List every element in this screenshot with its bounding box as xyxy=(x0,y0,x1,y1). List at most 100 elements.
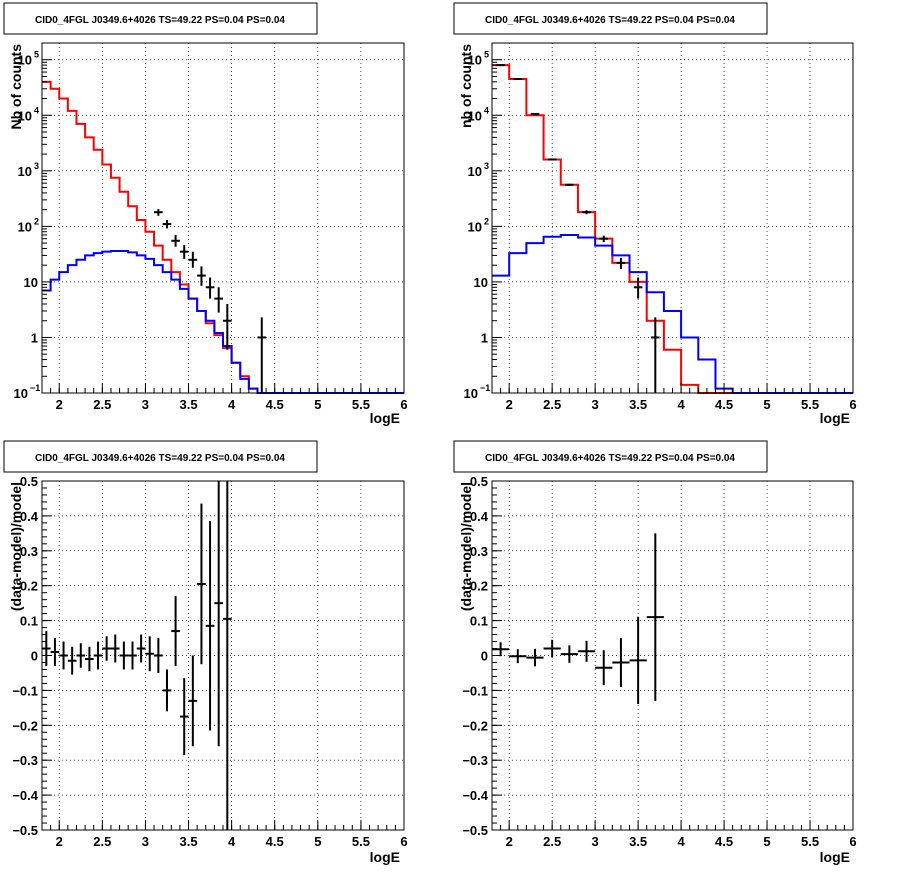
x-tick-label: 2.5 xyxy=(543,834,561,849)
x-tick-label: 4 xyxy=(677,834,685,849)
x-tick-label: 6 xyxy=(400,397,407,412)
y-tick-label: 10 xyxy=(474,275,488,290)
y-tick-label: 10 xyxy=(18,164,32,179)
x-tick-label: 2 xyxy=(56,397,63,412)
y-tick-label: −0.2 xyxy=(462,718,488,733)
plot-frame xyxy=(491,480,854,831)
y-tick-exponent: 4 xyxy=(34,105,39,115)
y-tick-label: 10 xyxy=(24,275,38,290)
x-tick-label: 3.5 xyxy=(629,834,647,849)
panel-title: CID0_4FGL J0349.6+4026 TS=49.22 PS=0.04 … xyxy=(35,15,285,26)
plot-frame xyxy=(491,42,854,394)
y-tick-label: 10 xyxy=(468,164,482,179)
y-tick-label: 0.2 xyxy=(470,579,488,594)
grid xyxy=(492,481,853,830)
y-tick-label: 0 xyxy=(31,649,38,664)
y-tick-exponent: 2 xyxy=(484,216,489,226)
plot-frame xyxy=(41,42,405,394)
y-tick-exponent: −1 xyxy=(480,383,490,393)
x-tick-label: 2.5 xyxy=(543,397,561,412)
y-tick-label: 0 xyxy=(481,649,488,664)
x-tick-label: 5 xyxy=(314,834,321,849)
x-tick-label: 4.5 xyxy=(266,834,284,849)
y-tick-label: −0.4 xyxy=(462,788,488,803)
x-tick-label: 6 xyxy=(400,834,407,849)
y-tick-label: 1 xyxy=(481,330,488,345)
plot-area xyxy=(492,64,853,394)
y-tick-label: 0.4 xyxy=(470,509,489,524)
y-axis-label: nb of counts xyxy=(458,44,474,128)
y-tick-label: 0.1 xyxy=(20,614,38,629)
y-tick-exponent: 3 xyxy=(484,161,489,171)
x-tick-label: 3 xyxy=(592,397,599,412)
y-tick-label: 0.3 xyxy=(470,544,488,559)
x-tick-label: 5 xyxy=(763,397,770,412)
title-box xyxy=(3,440,318,473)
y-tick-label: 10 xyxy=(18,219,32,234)
x-tick-label: 4 xyxy=(677,397,685,412)
y-tick-label: 10 xyxy=(464,386,478,401)
x-tick-label: 3.5 xyxy=(179,397,197,412)
plot-frame xyxy=(41,480,405,831)
x-tick-label: 5.5 xyxy=(801,397,819,412)
y-tick-label: −0.3 xyxy=(12,753,38,768)
y-tick-label: 0.5 xyxy=(20,474,38,489)
y-tick-exponent: 2 xyxy=(34,216,39,226)
panel-title: CID0_4FGL J0349.6+4026 TS=49.22 PS=0.04 … xyxy=(35,453,285,464)
y-tick-label: 0.3 xyxy=(20,544,38,559)
y-tick-exponent: 4 xyxy=(484,105,489,115)
y-axis-label: (data-model)/model xyxy=(458,482,474,611)
y-tick-label: 10 xyxy=(18,53,32,68)
panel-bottom-right: CID0_4FGL J0349.6+4026 TS=49.22 PS=0.04 … xyxy=(453,440,857,865)
x-axis-label: logE xyxy=(370,410,400,426)
x-tick-label: 3 xyxy=(592,834,599,849)
x-axis-label: logE xyxy=(820,410,850,426)
blue-histogram-line xyxy=(42,250,404,394)
grid xyxy=(492,43,853,393)
x-axis-label: logE xyxy=(820,849,850,865)
x-tick-label: 2 xyxy=(506,397,513,412)
y-tick-exponent: 5 xyxy=(484,50,489,60)
x-tick-label: 6 xyxy=(849,397,856,412)
panel-title: CID0_4FGL J0349.6+4026 TS=49.22 PS=0.04 … xyxy=(485,453,735,464)
panel-bottom-left: CID0_4FGL J0349.6+4026 TS=49.22 PS=0.04 … xyxy=(3,440,408,865)
y-tick-label: 0.2 xyxy=(20,579,38,594)
y-tick-label: 1 xyxy=(31,330,38,345)
x-tick-label: 5.5 xyxy=(801,834,819,849)
x-tick-label: 5.5 xyxy=(352,397,370,412)
y-tick-label: 0.1 xyxy=(470,614,488,629)
y-tick-label: 0.4 xyxy=(20,509,39,524)
y-tick-label: −0.5 xyxy=(12,823,38,838)
y-tick-label: 10 xyxy=(14,386,28,401)
title-box xyxy=(453,2,768,35)
title-box xyxy=(453,440,768,473)
blue-histogram-line xyxy=(492,233,853,394)
plot-area xyxy=(492,533,664,705)
panel-title: CID0_4FGL J0349.6+4026 TS=49.22 PS=0.04 … xyxy=(485,15,735,26)
y-tick-label: 10 xyxy=(468,108,482,123)
x-tick-label: 4 xyxy=(228,834,236,849)
x-tick-label: 5 xyxy=(314,397,321,412)
y-tick-label: −0.2 xyxy=(12,718,38,733)
axes: 2 2.5 3 3.5 4 4.5 5 5.5 6 −0.5 −0.4 −0.3 −0.2 −0.1 0 0.… xyxy=(12,474,407,849)
y-tick-exponent: −1 xyxy=(30,383,40,393)
y-tick-label: 10 xyxy=(18,108,32,123)
plot-area xyxy=(42,481,232,830)
x-tick-label: 2 xyxy=(56,834,63,849)
y-tick-label: −0.4 xyxy=(12,788,38,803)
red-histogram-line xyxy=(492,64,853,394)
x-tick-label: 5 xyxy=(763,834,770,849)
x-tick-label: 2.5 xyxy=(93,834,111,849)
x-tick-label: 4.5 xyxy=(715,397,733,412)
y-tick-label: 10 xyxy=(468,219,482,234)
y-axis-label: Nb of counts xyxy=(8,44,24,130)
x-tick-label: 3.5 xyxy=(179,834,197,849)
x-tick-label: 4.5 xyxy=(266,397,284,412)
x-tick-label: 3 xyxy=(142,397,149,412)
y-tick-label: −0.1 xyxy=(462,683,488,698)
y-axis-label: (data-model)/model xyxy=(8,482,24,611)
x-tick-label: 2 xyxy=(506,834,513,849)
y-tick-label: −0.3 xyxy=(462,753,488,768)
